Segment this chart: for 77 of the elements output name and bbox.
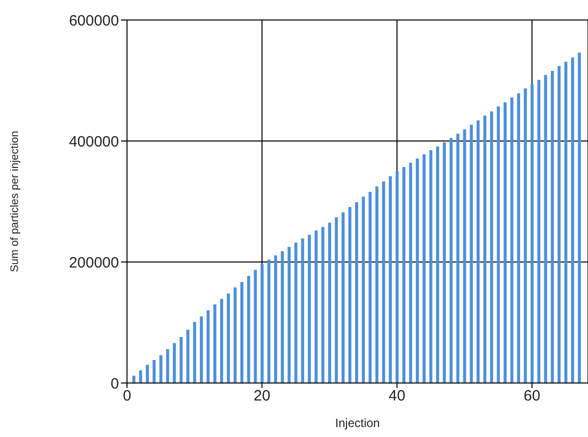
bar [456,134,460,383]
bar [288,246,291,383]
bar [301,238,304,383]
bar [476,120,480,383]
bar [537,80,540,383]
bar [213,304,216,383]
bar [402,167,406,383]
bar [510,97,514,383]
bar [172,343,176,383]
bar [146,364,149,383]
bar [396,171,399,383]
bar [254,270,257,383]
bar [328,222,332,383]
bar [517,93,520,383]
y-tick-label: 600000 [68,12,119,30]
bar [186,330,190,383]
bar [388,176,392,383]
y-axis-title: Sum of particles per injection [8,130,21,272]
bar [180,337,183,383]
bar [463,130,466,383]
x-tick-label: 40 [388,388,406,405]
bar [564,62,568,383]
bar [375,186,378,383]
bar [240,282,244,383]
bar [294,242,298,383]
x-axis-title: Injection [335,416,380,430]
bar [314,230,318,383]
y-tick-label: 0 [110,375,119,392]
bar [152,360,156,383]
bar [226,293,230,383]
y-tick-label: 200000 [68,254,119,272]
bar [524,88,527,383]
bar [416,158,419,383]
bar [348,206,352,383]
bar [206,310,210,383]
bar [267,260,270,383]
bar [321,226,324,383]
bar [409,162,412,383]
bar [260,264,264,383]
bar [470,124,473,383]
bar [220,298,224,383]
bar [280,251,284,383]
bar [490,111,494,383]
bar [558,66,561,383]
bar [362,196,365,383]
bar [382,182,386,383]
bar [247,276,250,383]
bar [442,142,446,383]
x-tick-label: 20 [254,388,270,405]
bar [578,52,581,383]
bar [200,316,203,383]
bar [166,349,170,383]
bar [530,84,534,383]
bar [308,234,311,383]
bar [368,192,372,383]
bar [429,150,432,383]
y-tick-label: 400000 [68,133,119,150]
bar [193,322,196,383]
bar [436,146,440,383]
bar [450,138,453,383]
bar [132,376,136,383]
bar [342,212,345,383]
bar [422,154,426,383]
x-tick-label: 60 [524,388,540,405]
bar [504,102,507,383]
bar [496,106,500,383]
bar [234,287,237,383]
bar [355,202,358,383]
bar [571,58,574,383]
bar [483,116,486,383]
bar [159,355,162,383]
bar [334,217,338,383]
bar [544,75,548,383]
bar [274,255,278,383]
bar [139,370,142,383]
x-tick-label: 0 [122,388,132,405]
bar [550,70,554,383]
